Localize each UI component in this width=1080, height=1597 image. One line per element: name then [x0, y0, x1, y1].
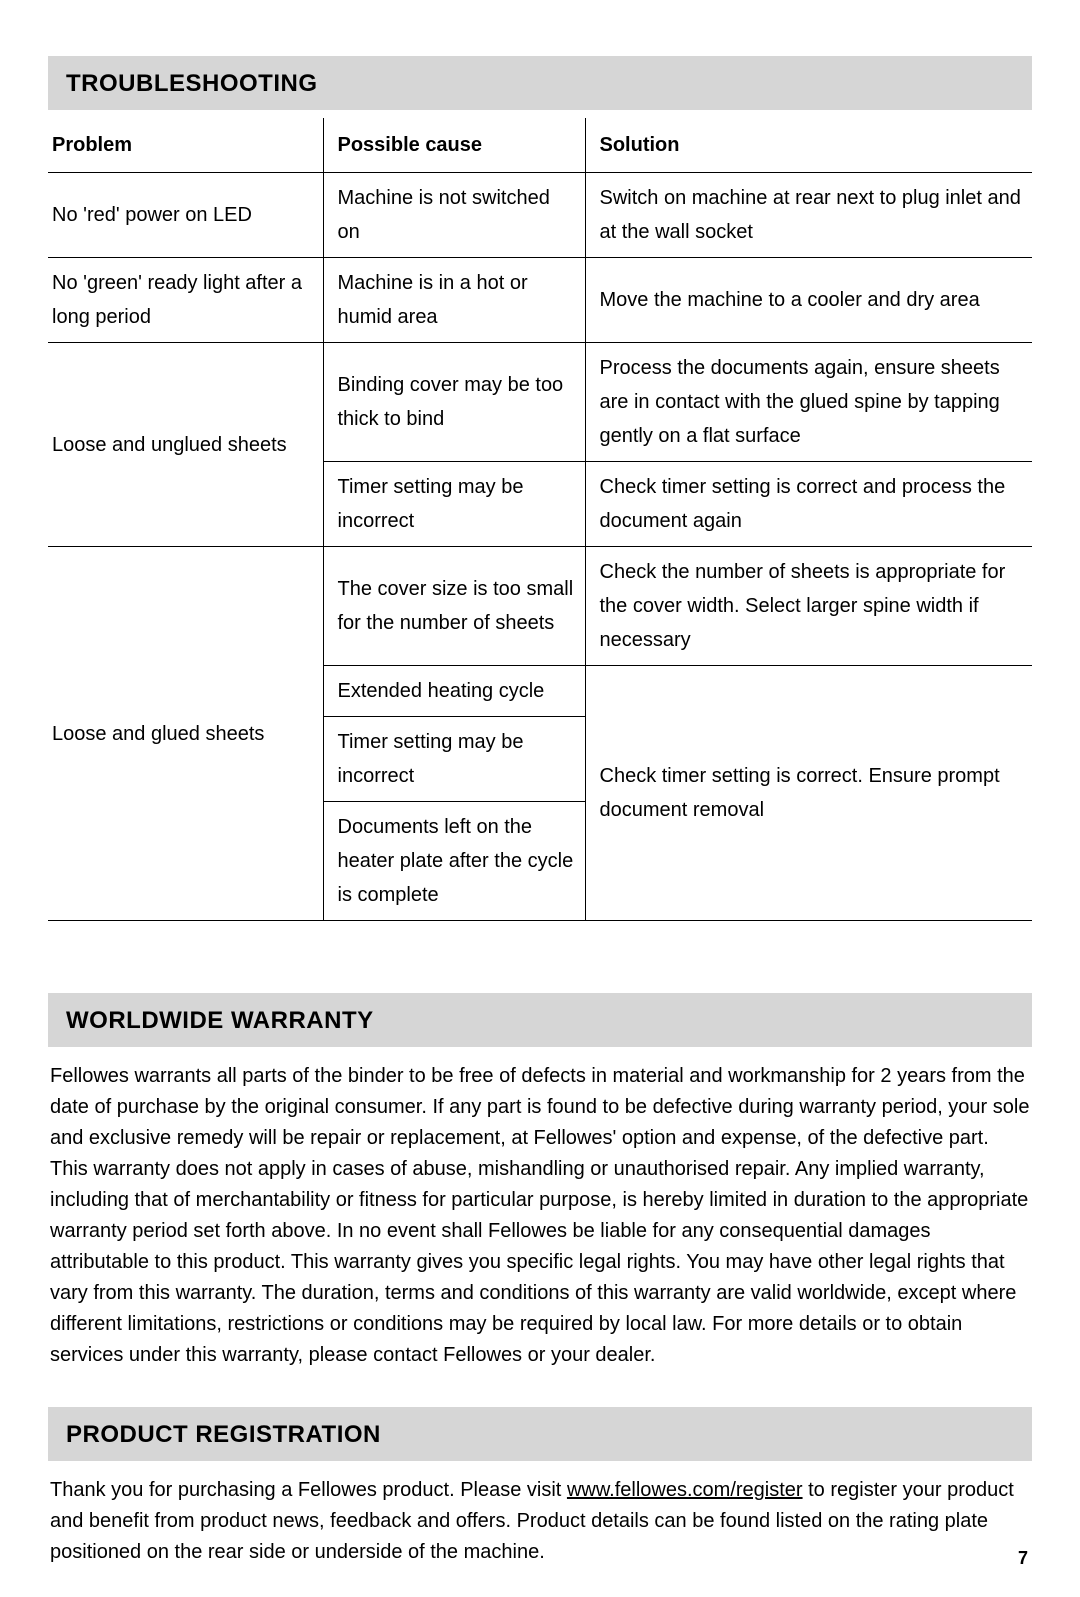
cell-solution: Check timer setting is correct and proce… — [585, 462, 1032, 547]
warranty-body-text: Fellowes warrants all parts of the binde… — [48, 1047, 1032, 1371]
cell-cause: Documents left on the heater plate after… — [323, 802, 585, 921]
registration-link[interactable]: www.fellowes.com/register — [567, 1479, 803, 1501]
col-header-solution: Solution — [585, 118, 1032, 173]
warranty-heading: WORLDWIDE WARRANTY — [48, 993, 1032, 1047]
col-header-cause: Possible cause — [323, 118, 585, 173]
table-row: No 'red' power on LED Machine is not swi… — [48, 173, 1032, 258]
cell-problem: Loose and unglued sheets — [48, 343, 323, 547]
cell-cause: Binding cover may be too thick to bind — [323, 343, 585, 462]
cell-problem: Loose and glued sheets — [48, 547, 323, 921]
cell-solution: Check timer setting is correct. Ensure p… — [585, 666, 1032, 921]
troubleshooting-heading: TROUBLESHOOTING — [48, 56, 1032, 110]
cell-cause: Machine is in a hot or humid area — [323, 258, 585, 343]
registration-heading: PRODUCT REGISTRATION — [48, 1407, 1032, 1461]
cell-solution: Move the machine to a cooler and dry are… — [585, 258, 1032, 343]
cell-cause: Timer setting may be incorrect — [323, 717, 585, 802]
cell-solution: Switch on machine at rear next to plug i… — [585, 173, 1032, 258]
cell-cause: Extended heating cycle — [323, 666, 585, 717]
cell-cause: Timer setting may be incorrect — [323, 462, 585, 547]
cell-cause: The cover size is too small for the numb… — [323, 547, 585, 666]
cell-cause: Machine is not switched on — [323, 173, 585, 258]
col-header-problem: Problem — [48, 118, 323, 173]
page-number: 7 — [1018, 1548, 1028, 1569]
registration-body-text: Thank you for purchasing a Fellowes prod… — [48, 1461, 1032, 1568]
table-header-row: Problem Possible cause Solution — [48, 118, 1032, 173]
troubleshooting-table: Problem Possible cause Solution No 'red'… — [48, 118, 1032, 921]
table-row: Loose and unglued sheets Binding cover m… — [48, 343, 1032, 462]
cell-problem: No 'red' power on LED — [48, 173, 323, 258]
table-row: No 'green' ready light after a long peri… — [48, 258, 1032, 343]
cell-problem: No 'green' ready light after a long peri… — [48, 258, 323, 343]
cell-solution: Process the documents again, ensure shee… — [585, 343, 1032, 462]
cell-solution: Check the number of sheets is appropriat… — [585, 547, 1032, 666]
registration-text-before: Thank you for purchasing a Fellowes prod… — [50, 1479, 567, 1501]
table-row: Loose and glued sheets The cover size is… — [48, 547, 1032, 666]
